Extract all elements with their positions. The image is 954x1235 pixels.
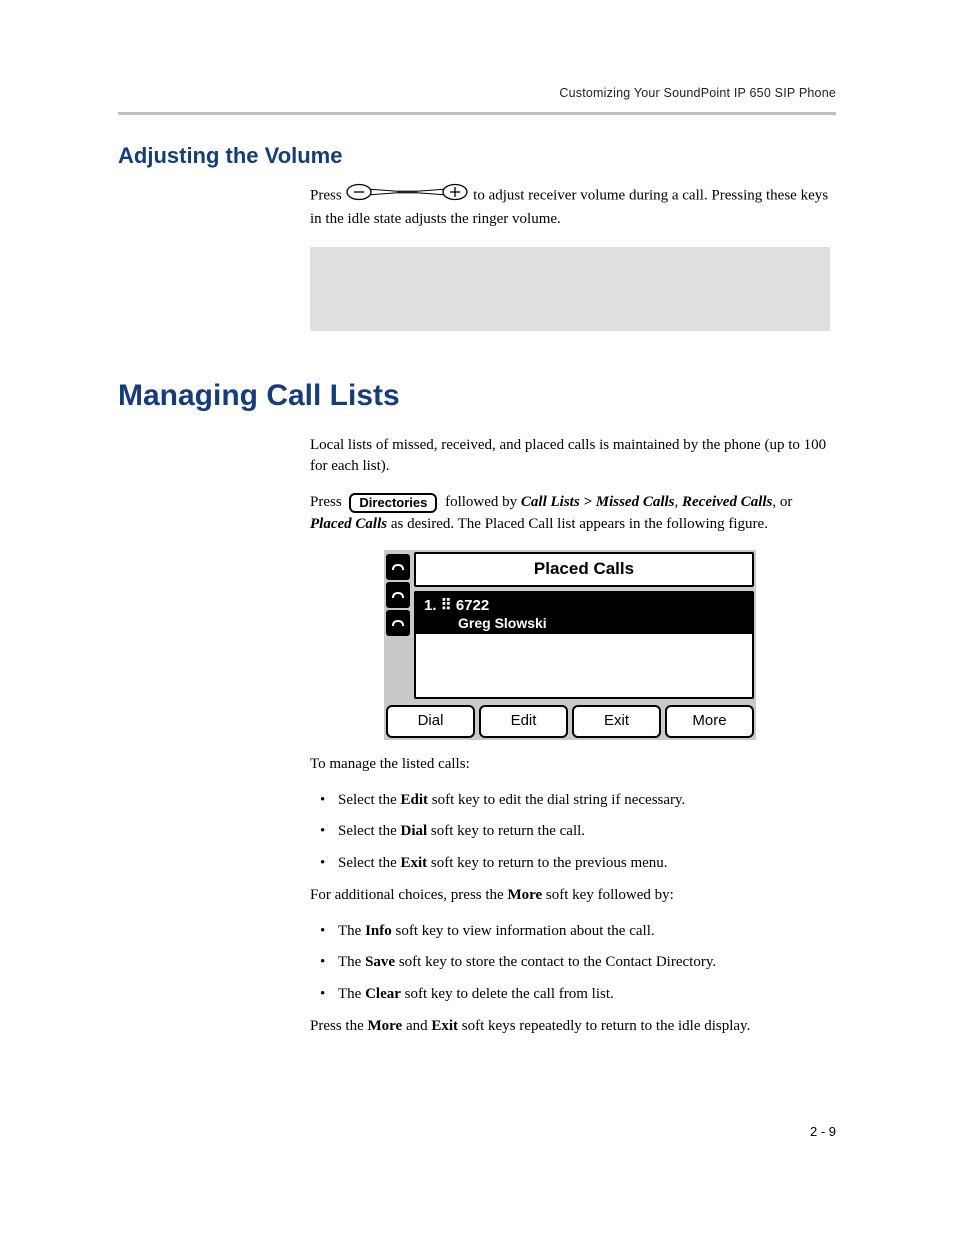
li-text: soft key to return to the previous menu.	[427, 855, 667, 871]
line-key-3-icon	[386, 610, 410, 636]
line-key-1-icon	[386, 554, 410, 580]
para-local-lists: Local lists of missed, received, and pla…	[310, 435, 830, 479]
li-text: soft key to return the call.	[427, 823, 585, 839]
para-manage-intro: To manage the listed calls:	[310, 754, 830, 776]
li-text: The	[338, 954, 365, 970]
li-bold: Save	[365, 954, 395, 970]
row-contact-name: Greg Slowski	[424, 615, 744, 632]
directories-button-icon: Directories	[349, 493, 437, 513]
text: For additional choices, press the	[310, 887, 507, 903]
para-closing: Press the More and Exit soft keys repeat…	[310, 1016, 830, 1038]
body-col-1: Press to adjust receiver volume during a…	[310, 183, 830, 331]
li-text: The	[338, 923, 365, 939]
running-head: Customizing Your SoundPoint IP 650 SIP P…	[118, 86, 836, 100]
text-tail: as desired. The Placed Call list appears…	[387, 516, 768, 532]
softkey-row: Dial Edit Exit More	[386, 703, 754, 738]
li-text: Select the	[338, 823, 400, 839]
softkey-dial: Dial	[386, 705, 475, 738]
li-bold: Dial	[400, 823, 427, 839]
text-bold: More	[507, 887, 542, 903]
line-key-2-icon	[386, 582, 410, 608]
volume-rocker-icon	[345, 183, 469, 209]
text-received-calls: Received Calls	[682, 494, 772, 510]
text-placed-calls: Placed Calls	[310, 516, 387, 532]
list-item: The Save soft key to store the contact t…	[310, 952, 830, 974]
screen-main: Placed Calls 1. ⠿ 6722 Greg Slowski	[414, 552, 754, 700]
li-text: soft key to edit the dial string if nece…	[428, 792, 685, 808]
text: and	[402, 1018, 431, 1034]
screen-title: Placed Calls	[414, 552, 754, 588]
softkey-exit: Exit	[572, 705, 661, 738]
text-press: Press	[310, 187, 345, 203]
para-press-directories: Press Directories followed by Call Lists…	[310, 492, 830, 536]
page-number: 2 - 9	[810, 1124, 836, 1139]
phone-screenshot: Placed Calls 1. ⠿ 6722 Greg Slowski Dial…	[310, 550, 830, 740]
li-text: Select the	[338, 792, 400, 808]
li-bold: Edit	[400, 792, 428, 808]
text-followed-by: followed by	[445, 494, 521, 510]
li-text: Select the	[338, 855, 400, 871]
text-bold: More	[368, 1018, 403, 1034]
list-item: Select the Dial soft key to return the c…	[310, 821, 830, 843]
para-volume: Press to adjust receiver volume during a…	[310, 183, 830, 231]
li-bold: Info	[365, 923, 392, 939]
text: soft key followed by:	[542, 887, 674, 903]
text-bold: Exit	[431, 1018, 458, 1034]
line-key-icons	[386, 552, 414, 700]
text-comma1: ,	[675, 494, 683, 510]
li-text: soft key to view information about the c…	[392, 923, 655, 939]
header-rule	[118, 112, 836, 115]
heading-managing-call-lists: Managing Call Lists	[118, 379, 836, 413]
li-text: soft key to delete the call from list.	[401, 986, 614, 1002]
text-call-lists-path: Call Lists > Missed Calls	[521, 494, 675, 510]
bullet-list-2: The Info soft key to view information ab…	[310, 921, 830, 1006]
bullet-list-1: Select the Edit soft key to edit the dia…	[310, 790, 830, 875]
page: Customizing Your SoundPoint IP 650 SIP P…	[0, 0, 954, 1235]
phone-screen-frame: Placed Calls 1. ⠿ 6722 Greg Slowski Dial…	[384, 550, 756, 740]
text: soft keys repeatedly to return to the id…	[458, 1018, 750, 1034]
phone-inner: Placed Calls 1. ⠿ 6722 Greg Slowski	[386, 552, 754, 700]
heading-adjusting-volume: Adjusting the Volume	[118, 143, 836, 169]
list-item: Select the Exit soft key to return to th…	[310, 853, 830, 875]
row-number-name: 1. ⠿ 6722	[424, 597, 489, 614]
li-text: soft key to store the contact to the Con…	[395, 954, 716, 970]
para-more-intro: For additional choices, press the More s…	[310, 885, 830, 907]
list-item: Select the Edit soft key to edit the dia…	[310, 790, 830, 812]
softkey-more: More	[665, 705, 754, 738]
list-item: The Info soft key to view information ab…	[310, 921, 830, 943]
screen-list-row-1: 1. ⠿ 6722 Greg Slowski	[416, 593, 752, 634]
note-placeholder-box	[310, 247, 830, 331]
body-col-2: Local lists of missed, received, and pla…	[310, 435, 830, 1038]
li-bold: Clear	[365, 986, 401, 1002]
text-press2: Press	[310, 494, 345, 510]
li-text: The	[338, 986, 365, 1002]
screen-list: 1. ⠿ 6722 Greg Slowski	[414, 591, 754, 699]
softkey-edit: Edit	[479, 705, 568, 738]
text: Press the	[310, 1018, 368, 1034]
list-item: The Clear soft key to delete the call fr…	[310, 984, 830, 1006]
li-bold: Exit	[400, 855, 427, 871]
text-comma2: , or	[772, 494, 792, 510]
